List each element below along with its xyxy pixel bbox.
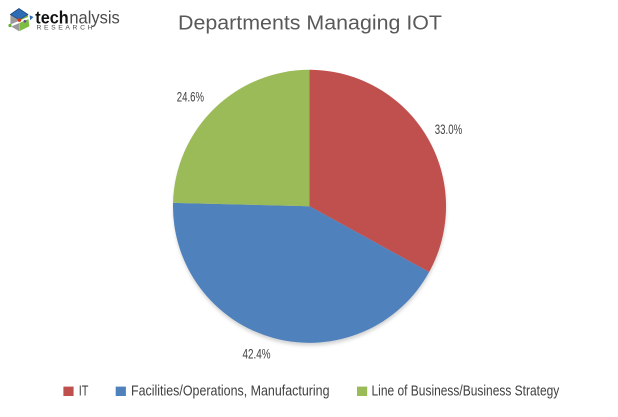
- svg-text:42.4%: 42.4%: [243, 347, 271, 363]
- svg-text:tech: tech: [35, 8, 68, 28]
- svg-text:24.6%: 24.6%: [177, 90, 204, 106]
- svg-text:IT: IT: [79, 383, 89, 400]
- svg-text:RESEARCH: RESEARCH: [37, 25, 93, 32]
- svg-text:Departments Managing IOT: Departments Managing IOT: [178, 12, 442, 35]
- svg-text:Facilities/Operations, Manufac: Facilities/Operations, Manufacturing: [131, 383, 330, 400]
- svg-text:33.0%: 33.0%: [435, 122, 463, 138]
- svg-text:nalysis: nalysis: [69, 8, 120, 28]
- svg-text:Line of Business/Business Stra: Line of Business/Business Strategy: [372, 383, 560, 400]
